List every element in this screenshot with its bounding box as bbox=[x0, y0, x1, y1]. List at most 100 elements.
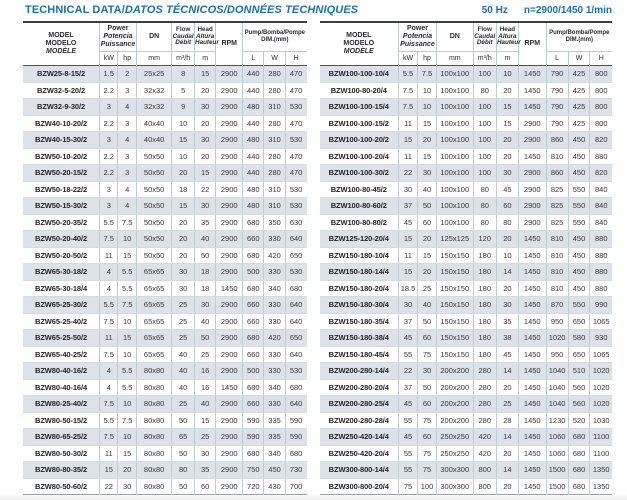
data-cell: 180 bbox=[473, 346, 497, 363]
data-cell: 30 bbox=[171, 280, 196, 297]
table-row: BZW80-50-30/2 11 15 80x80 50 30 2900 680 340 680 bbox=[23, 445, 307, 462]
data-cell: 35 bbox=[194, 214, 217, 231]
data-cell: 20 bbox=[171, 164, 196, 182]
unit-header-dim-l: L bbox=[546, 51, 569, 66]
data-cell: 25 bbox=[171, 313, 196, 330]
data-cell: 640 bbox=[285, 346, 307, 363]
data-cell: 100 bbox=[417, 478, 437, 495]
data-cell: 660 bbox=[242, 230, 265, 248]
data-cell: 30 bbox=[194, 98, 217, 116]
data-cell: 30 bbox=[398, 296, 418, 314]
table-row: BZW100-100-30/2 22 30 100x100 100 30 2900 860 45… bbox=[319, 164, 612, 182]
data-cell: 1100 bbox=[589, 428, 612, 446]
technical-data-table-left: MODEL MODELO MODÈLE Power Potencia Puissance D… bbox=[23, 21, 307, 495]
data-cell: 810 bbox=[546, 247, 569, 264]
unit-header-kw: kW bbox=[398, 51, 418, 66]
table-row: BZW50-10-20/2 2.2 3 50x50 10 20 2900 440 280 470 bbox=[23, 148, 307, 165]
data-cell: 15 bbox=[417, 115, 437, 132]
data-cell: 700 bbox=[289, 481, 303, 491]
data-cell: 55 bbox=[398, 346, 418, 363]
data-cell: 2900 bbox=[518, 131, 547, 149]
data-cell: 3 bbox=[117, 164, 137, 182]
model-cell: BZW32-5-20/2 bbox=[23, 82, 101, 99]
data-cell: 30 bbox=[194, 197, 217, 215]
data-cell: 1500 bbox=[546, 478, 569, 495]
data-cell: 480 bbox=[242, 181, 265, 198]
data-cell: 350 bbox=[263, 214, 286, 231]
data-cell: 550 bbox=[568, 214, 591, 231]
table-row: BZW100-100-10/4 5.5 7.5 100x100 100 10 1450 790… bbox=[319, 65, 612, 83]
data-cell: 65x65 bbox=[136, 329, 173, 347]
data-cell: 10 bbox=[496, 247, 519, 264]
data-cell: 280 bbox=[473, 412, 497, 429]
data-cell: 3 bbox=[99, 197, 119, 215]
table-row: BZW150-180-14/4 15 20 150x150 180 14 1450 810 45… bbox=[319, 263, 612, 281]
data-cell: 65x65 bbox=[136, 263, 173, 281]
data-cell: 5.5 bbox=[117, 362, 137, 380]
data-cell: 15 bbox=[171, 131, 196, 149]
data-cell: 7.5 bbox=[398, 82, 418, 99]
data-cell: 7.5 bbox=[99, 395, 119, 413]
data-cell: 18 bbox=[194, 280, 217, 297]
data-cell: 1020 bbox=[546, 329, 569, 347]
model-cell: BZW80-65-25/2 bbox=[23, 428, 101, 446]
data-cell: 50 bbox=[194, 329, 217, 347]
table-row: BZW100-80-20/4 7.5 10 100x100 80 20 1450 790 425… bbox=[319, 82, 612, 99]
data-cell: 450 bbox=[568, 263, 591, 281]
data-cell: 100 bbox=[473, 98, 497, 116]
table-row: BZW65-40-25/2 7.5 10 65x65 40 25 2900 660 330 640 bbox=[23, 346, 307, 363]
data-cell: 2900 bbox=[215, 412, 244, 429]
data-cell: 15 bbox=[398, 263, 418, 281]
data-cell: 510 bbox=[568, 362, 591, 380]
data-cell: 37 bbox=[398, 197, 418, 215]
data-cell: 430 bbox=[263, 478, 286, 495]
data-cell: 20 bbox=[496, 82, 519, 99]
data-cell: 680 bbox=[242, 214, 265, 231]
data-cell: 440 bbox=[242, 82, 265, 99]
data-cell: 25x25 bbox=[136, 65, 173, 83]
data-cell: 340 bbox=[263, 280, 286, 297]
model-cell: BZW65-25-40/2 bbox=[23, 313, 101, 330]
data-cell: 4 bbox=[99, 263, 119, 281]
data-cell: 680 bbox=[285, 379, 307, 396]
data-cell: 11 bbox=[398, 148, 418, 165]
data-cell: 4 bbox=[117, 98, 137, 116]
table-row: BZW300-800-14/4 55 75 300x300 800 14 1450 1500 6… bbox=[319, 461, 612, 479]
data-cell: 20 bbox=[194, 148, 217, 165]
data-cell: 2.2 bbox=[99, 164, 119, 182]
data-cell: 1450 bbox=[518, 247, 547, 264]
data-cell: 730 bbox=[285, 461, 307, 479]
data-cell: 75 bbox=[417, 445, 437, 462]
data-cell: 10 bbox=[171, 148, 196, 165]
data-cell: 30 bbox=[417, 362, 437, 380]
data-cell: 30 bbox=[117, 478, 137, 495]
data-cell: 40x40 bbox=[136, 131, 173, 149]
data-cell: 80x80 bbox=[136, 428, 173, 446]
model-cell: BZW65-30-18/4 bbox=[23, 280, 101, 297]
data-cell: 5.5 bbox=[99, 296, 119, 314]
data-cell: 50 bbox=[417, 313, 437, 330]
data-cell: 80x80 bbox=[136, 395, 173, 413]
data-cell: 80 bbox=[473, 181, 497, 198]
data-cell: 28 bbox=[496, 412, 519, 429]
data-cell: 180 bbox=[473, 263, 497, 281]
unit-header-head: m bbox=[496, 51, 519, 66]
model-cell: BZW100-100-30/2 bbox=[319, 164, 399, 182]
page-title-translations: DATOS TÉCNICOS/DONNÉES TECHNIQUES bbox=[124, 4, 359, 16]
data-cell: 1030 bbox=[589, 412, 612, 429]
table-row: BZW150-180-10/4 11 15 150x150 180 10 1450 810 45… bbox=[319, 247, 612, 264]
data-cell: 640 bbox=[285, 395, 307, 413]
col-header-model: MODEL MODELO MODÈLE bbox=[23, 22, 101, 66]
data-cell: 310 bbox=[263, 131, 286, 149]
data-cell: 15 bbox=[496, 115, 519, 132]
data-cell: 3 bbox=[117, 115, 137, 132]
data-cell: 480 bbox=[242, 98, 265, 116]
model-cell: BZW80-50-30/2 bbox=[23, 445, 101, 462]
data-cell: 18.5 bbox=[398, 280, 418, 297]
data-cell: 1450 bbox=[518, 280, 547, 297]
model-cell: BZW100-80-60/2 bbox=[319, 197, 399, 215]
data-cell: 80 bbox=[473, 214, 497, 231]
data-cell: 660 bbox=[242, 346, 265, 363]
frequency-label: 50 Hz bbox=[481, 5, 508, 16]
data-cell: 530 bbox=[285, 263, 307, 281]
